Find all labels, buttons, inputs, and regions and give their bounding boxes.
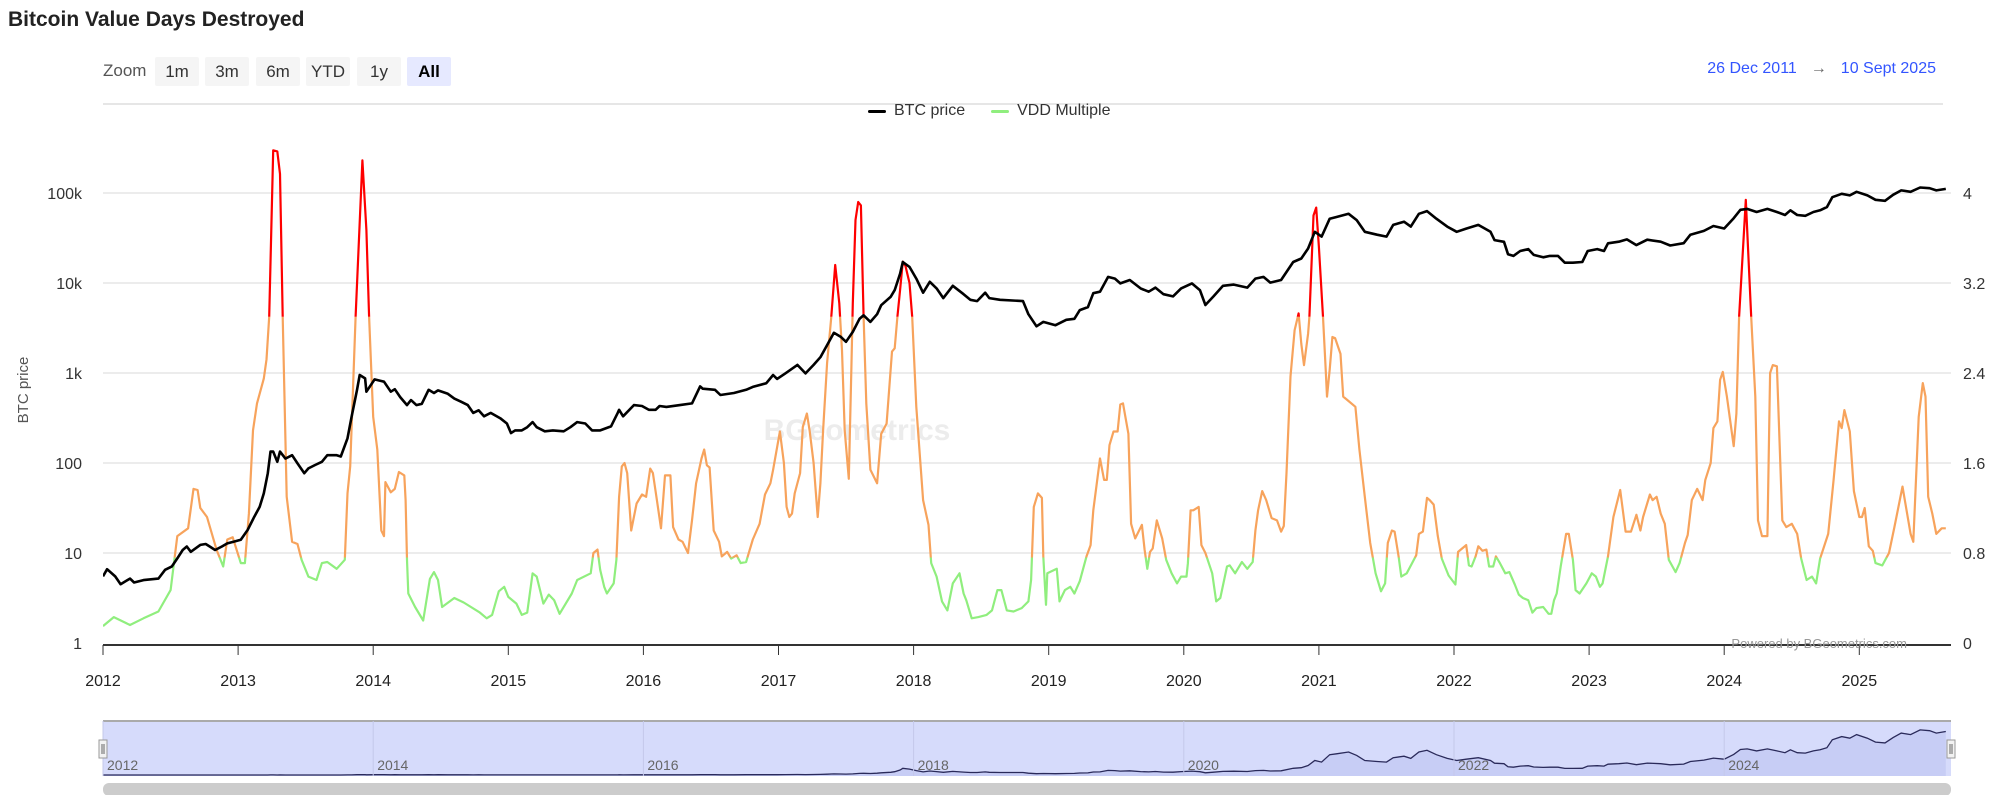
y-left-tick-label: 10k [56, 276, 83, 293]
line-swatch-icon [868, 109, 886, 113]
date-to-input[interactable]: 10 Sept 2025 [1840, 60, 1936, 77]
navigator-tick-label: 2020 [1188, 757, 1219, 773]
y-left-tick-label: 1k [65, 366, 83, 383]
x-tick-label: 2023 [1571, 673, 1607, 690]
arrow-right-icon: → [1810, 60, 1827, 77]
zoom-all-button[interactable]: All [407, 57, 451, 86]
x-tick-label: 2015 [491, 673, 527, 690]
navigator-tick-label: 2016 [647, 757, 678, 773]
navigator-tick-label: 2012 [107, 757, 138, 773]
y-right-tick-label: 0 [1963, 636, 1972, 653]
x-tick-label: 2021 [1301, 673, 1337, 690]
navigator-left-handle[interactable] [98, 739, 108, 759]
y-left-tick-label: 10 [64, 546, 82, 563]
y-left-tick-label: 100k [47, 186, 83, 203]
x-tick-label: 2020 [1166, 673, 1202, 690]
x-tick-label: 2013 [220, 673, 256, 690]
date-range: 26 Dec 2011 → 10 Sept 2025 [1707, 60, 1936, 78]
legend-item-btc-price[interactable]: BTC price [868, 102, 965, 120]
navigator-price-line [103, 729, 1946, 776]
navigator-right-handle[interactable] [1946, 739, 1956, 759]
zoom-label: Zoom [103, 61, 147, 80]
navigator-scrollbar[interactable] [103, 783, 1951, 795]
vdd-line-low-segment [103, 557, 1888, 627]
legend-label: VDD Multiple [1017, 102, 1111, 119]
x-tick-label: 2017 [761, 673, 797, 690]
y-right-tick-label: 1.6 [1963, 456, 1985, 473]
navigator-tick-label: 2024 [1728, 757, 1759, 773]
y-axis-title: BTC price [15, 357, 32, 424]
line-swatch-icon [991, 109, 1010, 113]
y-right-tick-label: 4 [1963, 186, 1972, 203]
navigator-area [103, 729, 1946, 776]
x-tick-label: 2018 [896, 673, 932, 690]
watermark-logo: BGeometrics [764, 414, 951, 447]
y-right-tick-label: 0.8 [1963, 546, 1985, 563]
y-left-tick-label: 1 [73, 636, 82, 653]
legend-item-vdd-multiple[interactable]: VDD Multiple [991, 102, 1110, 120]
btc-price-line [103, 186, 1947, 586]
x-tick-label: 2025 [1842, 673, 1878, 690]
x-tick-label: 2012 [85, 673, 121, 690]
chart-title: Bitcoin Value Days Destroyed [8, 8, 305, 31]
x-tick-label: 2019 [1031, 673, 1067, 690]
y-right-tick-label: 3.2 [1963, 276, 1985, 293]
vdd-line-high-segment [268, 149, 1753, 317]
x-tick-label: 2016 [626, 673, 662, 690]
legend: BTC price VDD Multiple [868, 102, 1110, 120]
zoom-1y-button[interactable]: 1y [357, 57, 401, 86]
date-from-input[interactable]: 26 Dec 2011 [1707, 60, 1797, 77]
x-tick-label: 2024 [1706, 673, 1742, 690]
legend-label: BTC price [894, 102, 966, 119]
navigator-tick-label: 2022 [1458, 757, 1489, 773]
x-tick-label: 2022 [1436, 673, 1472, 690]
credits-link[interactable]: Powered by BGeometrics.com [1731, 636, 1907, 651]
divider [103, 103, 1943, 105]
zoom-6m-button[interactable]: 6m [256, 57, 300, 86]
vdd-line-mid-segment [173, 316, 1946, 558]
zoom-3m-button[interactable]: 3m [205, 57, 249, 86]
zoom-1m-button[interactable]: 1m [155, 57, 199, 86]
x-tick-label: 2014 [355, 673, 391, 690]
zoom-ytd-button[interactable]: YTD [306, 57, 350, 86]
y-left-tick-label: 100 [55, 456, 82, 473]
navigator-tick-label: 2018 [918, 757, 949, 773]
y-right-tick-label: 2.4 [1963, 366, 1985, 383]
navigator-tick-label: 2014 [377, 757, 408, 773]
